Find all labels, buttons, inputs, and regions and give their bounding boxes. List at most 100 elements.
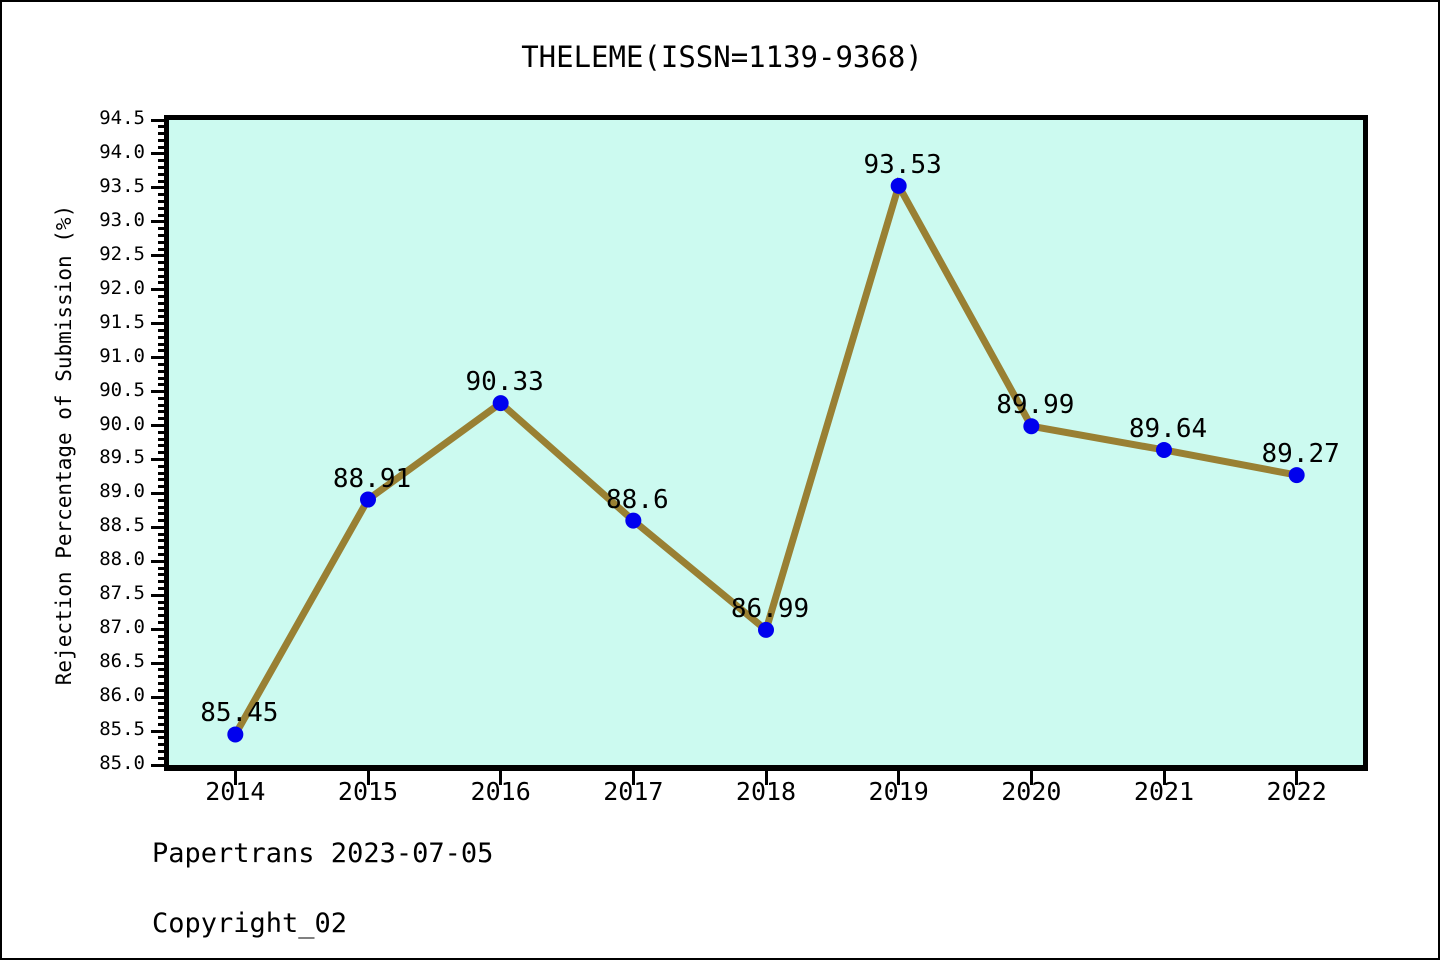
y-tick-minor <box>158 505 169 509</box>
y-tick-label: 91.5 <box>99 310 145 333</box>
y-tick-minor <box>158 668 169 672</box>
y-tick-minor <box>158 396 169 400</box>
y-tick-minor <box>158 369 169 373</box>
y-tick-major <box>151 525 169 529</box>
y-tick-label: 90.0 <box>99 412 145 435</box>
y-tick-minor <box>158 145 169 149</box>
y-tick-minor <box>158 736 169 740</box>
x-tick-major <box>897 765 901 785</box>
y-tick-label: 92.5 <box>99 242 145 265</box>
y-tick-minor <box>158 464 169 468</box>
data-point-marker <box>758 621 774 638</box>
data-point-marker <box>1288 467 1305 484</box>
footer-copyright: Copyright_02 <box>152 908 348 939</box>
y-tick-minor <box>158 688 169 692</box>
y-tick-minor <box>158 553 169 557</box>
y-tick-label: 88.5 <box>99 514 145 537</box>
y-tick-minor <box>158 546 169 550</box>
y-tick-minor <box>158 274 169 278</box>
y-tick-minor <box>158 362 169 366</box>
x-tick-major <box>1295 765 1299 785</box>
y-tick-major <box>151 661 169 665</box>
data-point-marker <box>1156 441 1172 458</box>
y-tick-minor <box>158 172 169 176</box>
y-tick-label: 89.0 <box>99 480 145 503</box>
y-tick-minor <box>158 715 169 719</box>
y-tick-minor <box>158 614 169 618</box>
y-tick-minor <box>158 600 169 604</box>
y-tick-label: 85.0 <box>99 752 145 774</box>
y-tick-label: 90.5 <box>99 378 145 401</box>
x-tick-label: 2015 <box>337 777 399 806</box>
y-tick-minor <box>158 199 169 203</box>
y-tick-minor <box>158 478 169 482</box>
y-tick-minor <box>158 206 169 210</box>
y-tick-minor <box>158 342 169 346</box>
y-tick-minor <box>158 267 169 271</box>
y-tick-minor <box>158 566 169 570</box>
y-tick-minor <box>158 430 169 434</box>
y-tick-minor <box>158 410 169 414</box>
data-point-marker <box>1023 418 1040 435</box>
x-tick-label: 2014 <box>205 777 266 806</box>
y-tick-minor <box>158 573 169 577</box>
y-tick-label: 88.0 <box>99 548 145 571</box>
footer-date: Papertrans 2023-07-05 <box>152 838 494 869</box>
y-tick-label: 85.5 <box>99 718 145 741</box>
y-tick-minor <box>158 519 169 523</box>
y-tick-minor <box>158 485 169 489</box>
x-tick-major <box>499 765 503 785</box>
y-tick-minor <box>158 132 169 136</box>
y-tick-label: 87.5 <box>99 582 145 605</box>
y-tick-minor <box>158 417 169 421</box>
y-tick-major <box>151 152 169 156</box>
y-tick-minor <box>158 743 169 747</box>
y-tick-major <box>151 695 169 699</box>
x-tick-label: 2020 <box>1001 777 1062 806</box>
x-tick-major <box>366 765 370 785</box>
y-tick-major <box>151 424 169 428</box>
data-point-marker <box>625 512 642 529</box>
y-tick-major <box>151 729 169 733</box>
x-tick-major <box>1029 765 1033 785</box>
y-tick-major <box>151 457 169 461</box>
y-tick-minor <box>158 193 169 197</box>
y-tick-minor <box>158 709 169 713</box>
y-tick-minor <box>158 512 169 516</box>
x-tick-major <box>764 765 768 785</box>
y-tick-minor <box>158 539 169 543</box>
x-tick-major <box>1162 765 1166 785</box>
y-tick-minor <box>158 247 169 251</box>
y-tick-major <box>151 390 169 394</box>
x-tick-major <box>631 765 635 785</box>
y-tick-minor <box>158 654 169 658</box>
y-tick-label: 94.0 <box>99 140 145 163</box>
data-point-marker <box>360 491 376 508</box>
y-tick-minor <box>158 451 169 455</box>
y-tick-label: 86.0 <box>99 684 145 707</box>
y-tick-label: 92.0 <box>99 276 145 299</box>
y-tick-major <box>151 288 169 292</box>
y-tick-minor <box>158 125 169 129</box>
y-tick-minor <box>158 702 169 706</box>
y-tick-minor <box>158 620 169 624</box>
y-tick-major <box>151 356 169 360</box>
y-tick-minor <box>158 580 169 584</box>
x-tick-major <box>233 765 237 785</box>
y-tick-major <box>151 322 169 326</box>
chart-title: THELEME(ISSN=1139-9368) <box>521 40 923 74</box>
data-point-marker <box>890 177 907 194</box>
y-tick-minor <box>158 138 169 142</box>
y-tick-minor <box>158 376 169 380</box>
y-tick-major <box>151 186 169 190</box>
y-tick-minor <box>158 444 169 448</box>
y-tick-minor <box>158 335 169 339</box>
y-tick-minor <box>158 179 169 183</box>
y-tick-minor <box>158 607 169 611</box>
y-tick-major <box>151 118 169 122</box>
series-line <box>232 176 1298 737</box>
y-tick-major <box>151 559 169 563</box>
y-tick-minor <box>158 756 169 760</box>
y-tick-minor <box>158 586 169 590</box>
